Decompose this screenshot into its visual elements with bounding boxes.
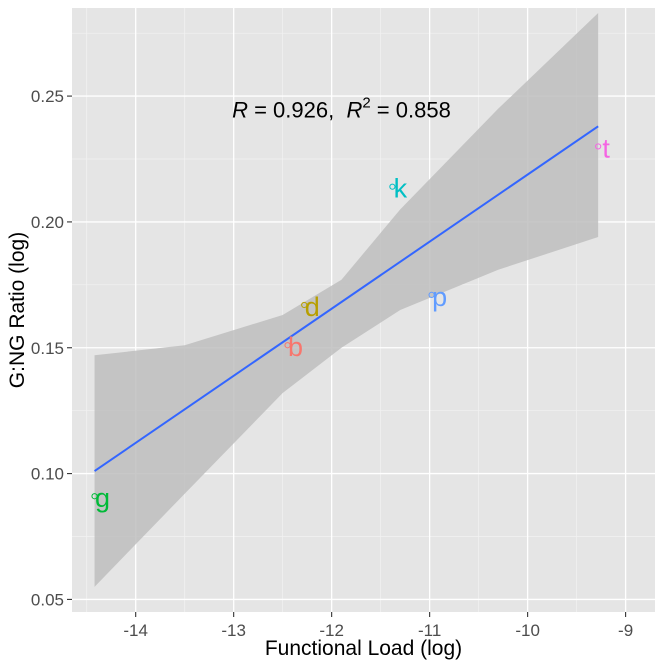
point-label-k: k	[394, 174, 408, 204]
data-points: g bd k p t	[91, 133, 610, 513]
point-label-d: d	[305, 292, 320, 322]
r2-symbol: R	[346, 97, 362, 122]
r-value: = 0.926,	[248, 97, 346, 122]
correlation-annotation: R = 0.926, R2 = 0.858	[232, 94, 451, 122]
confidence-band	[94, 13, 599, 587]
point-marker-k	[389, 183, 396, 190]
x-tick-label: -14	[123, 621, 148, 640]
point-label-g: g	[95, 483, 110, 513]
r2-superscript: 2	[362, 94, 370, 111]
x-axis-title: Functional Load (log)	[265, 637, 462, 660]
y-tick-label: 0.25	[31, 87, 64, 106]
point-marker-g	[91, 493, 98, 500]
point-marker-d	[301, 301, 308, 309]
y-tick-label: 0.05	[31, 590, 64, 609]
point-marker-t	[595, 143, 602, 150]
y-tick-label: 0.20	[31, 213, 64, 232]
regression-line	[93, 125, 599, 472]
y-tick-label: 0.15	[31, 339, 64, 358]
axis-ticks	[67, 95, 627, 617]
x-tick-label: -10	[515, 621, 540, 640]
r-symbol: R	[232, 97, 248, 122]
point-marker-p	[428, 291, 435, 298]
point-label-b: b	[288, 332, 303, 362]
point-label-t: t	[602, 133, 610, 163]
x-tick-label: -13	[221, 621, 246, 640]
x-tick-label: -9	[618, 621, 633, 640]
point-marker-b	[284, 342, 291, 349]
y-tick-label: 0.10	[31, 465, 64, 484]
tick-labels: -14 -13 -12 -11 -10 -9 0.05 0.10 0.15 0.20 0.25	[31, 87, 633, 640]
y-axis-title: G:NG Ratio (log)	[6, 232, 29, 388]
x-tick-label: -11	[418, 621, 441, 640]
point-label-p: p	[432, 282, 447, 312]
x-tick-label: -12	[319, 621, 344, 640]
r2-value: = 0.858	[371, 97, 451, 122]
